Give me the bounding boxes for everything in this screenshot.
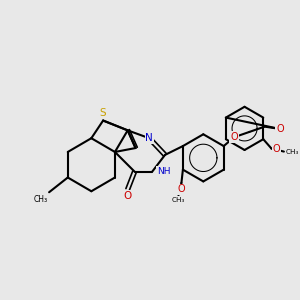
Text: O: O xyxy=(276,124,284,134)
Text: O: O xyxy=(178,184,185,194)
Text: N: N xyxy=(146,133,153,143)
Text: O: O xyxy=(230,132,238,142)
Text: O: O xyxy=(273,144,280,154)
Text: CH₃: CH₃ xyxy=(172,197,185,203)
Text: NH: NH xyxy=(157,167,170,176)
Text: S: S xyxy=(100,108,106,118)
Text: CH₃: CH₃ xyxy=(285,148,299,154)
Text: CH₃: CH₃ xyxy=(34,195,48,204)
Text: O: O xyxy=(124,191,132,201)
